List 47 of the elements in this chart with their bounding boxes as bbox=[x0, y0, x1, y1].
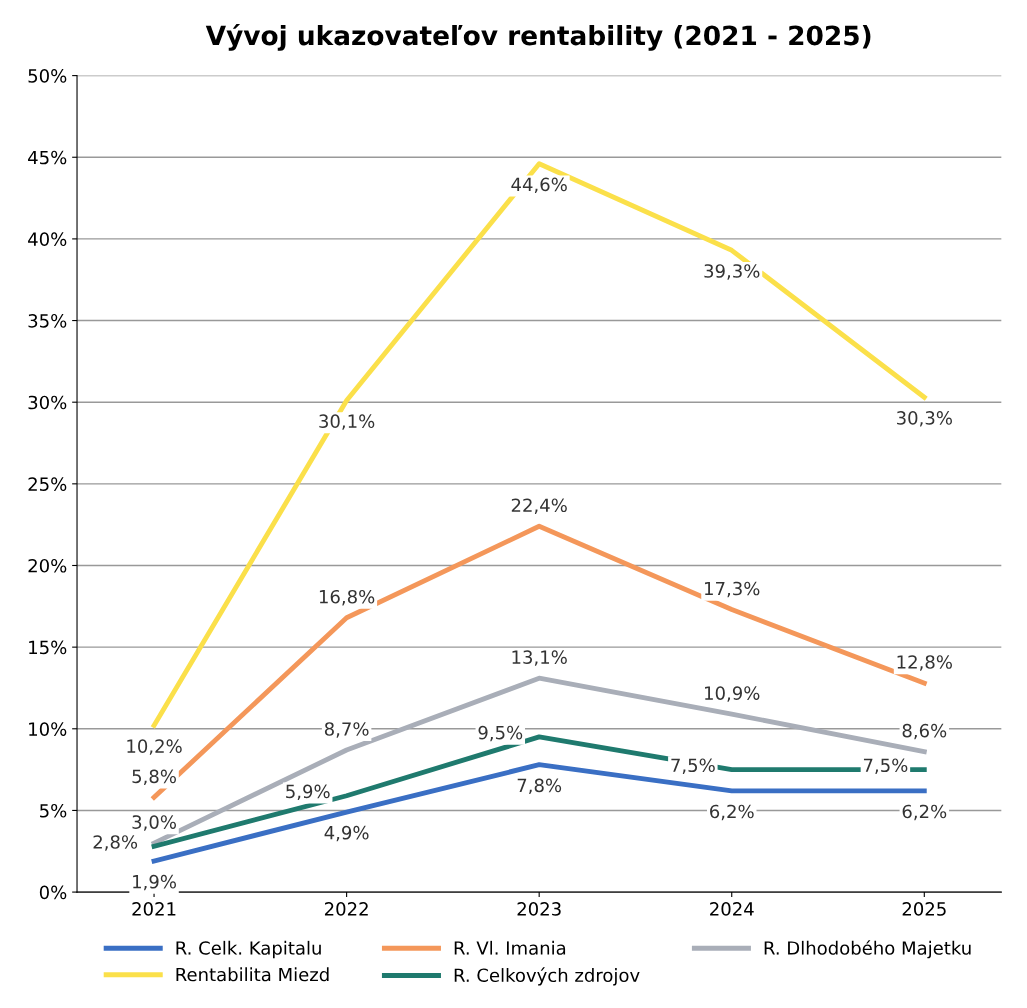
x-tick-label: 2025 bbox=[902, 902, 946, 916]
data-label: 1,9% bbox=[133, 874, 176, 891]
legend-label: R. Celk. Kapitalu bbox=[176, 940, 321, 959]
data-label: 44,6% bbox=[511, 177, 567, 194]
data-label: 10,2% bbox=[127, 739, 182, 755]
data-label: 17,3% bbox=[705, 581, 760, 598]
data-label: 7,5% bbox=[863, 758, 908, 774]
data-label: 13,1% bbox=[512, 650, 567, 666]
legend-label: Rentabilita Miezd bbox=[176, 967, 329, 982]
y-tick-label: 0% bbox=[39, 885, 67, 900]
legend-label: R. Dlhodobého Majetku bbox=[764, 940, 971, 959]
data-label: 30,3% bbox=[897, 411, 952, 427]
y-tick-label: 35% bbox=[28, 314, 67, 328]
data-label: 2,8% bbox=[93, 835, 138, 851]
data-label: 8,6% bbox=[902, 723, 947, 740]
data-label: 9,5% bbox=[478, 725, 523, 742]
x-tick-label: 2021 bbox=[132, 902, 176, 916]
data-label: 6,2% bbox=[710, 804, 754, 821]
y-tick-label: 30% bbox=[28, 395, 67, 410]
legend-label: R. Celkových zdrojov bbox=[454, 967, 640, 986]
x-tick-label: 2024 bbox=[710, 902, 754, 916]
data-label: 7,5% bbox=[671, 758, 715, 774]
data-label: 39,3% bbox=[704, 264, 760, 280]
data-label: 5,9% bbox=[286, 784, 330, 801]
x-tick-label: 2022 bbox=[324, 902, 368, 916]
y-tick-label: 50% bbox=[28, 69, 67, 83]
data-label: 5,8% bbox=[132, 769, 176, 786]
legend-label: R. Vl. Imania bbox=[454, 940, 566, 955]
data-label: 7,8% bbox=[517, 778, 562, 795]
data-label: 6,2% bbox=[902, 804, 947, 821]
y-tick-label: 20% bbox=[28, 558, 67, 573]
data-label: 16,8% bbox=[319, 589, 375, 606]
x-tick-label: 2023 bbox=[517, 902, 561, 916]
data-label: 3,0% bbox=[132, 815, 176, 831]
chart-title: Vývoj ukazovateľov rentability (2021 - 2025) bbox=[205, 23, 871, 51]
y-tick-label: 10% bbox=[29, 722, 67, 736]
y-tick-label: 15% bbox=[29, 640, 67, 655]
data-label: 8,7% bbox=[324, 722, 369, 738]
y-tick-label: 5% bbox=[40, 803, 67, 818]
y-tick-label: 25% bbox=[28, 477, 67, 491]
data-label: 30,1% bbox=[319, 414, 375, 430]
y-tick-label: 45% bbox=[28, 150, 67, 165]
data-label: 22,4% bbox=[511, 498, 567, 514]
data-label: 12,8% bbox=[897, 655, 952, 671]
data-label: 10,9% bbox=[705, 686, 760, 702]
data-label: 4,9% bbox=[324, 825, 369, 842]
y-tick-label: 40% bbox=[28, 232, 67, 247]
